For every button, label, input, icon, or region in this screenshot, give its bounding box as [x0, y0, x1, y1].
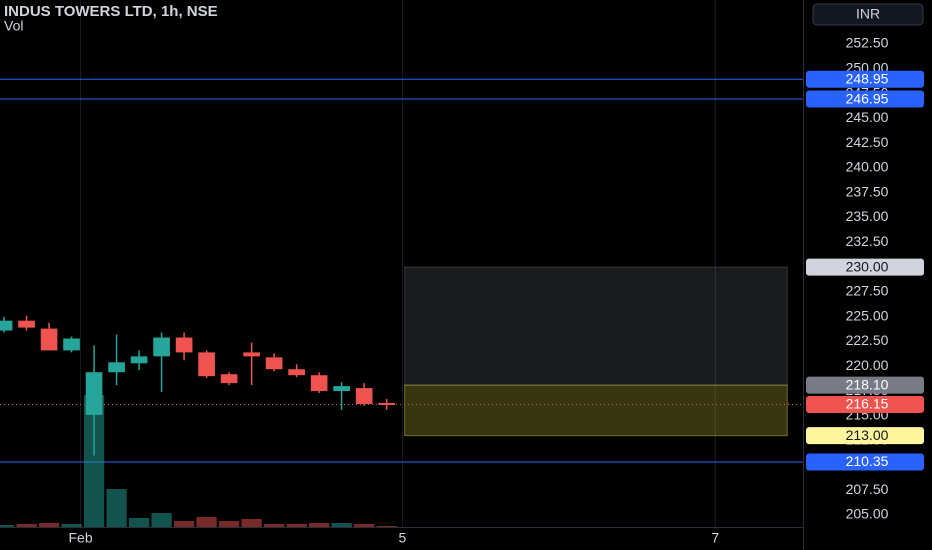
volume-bar — [106, 489, 127, 527]
volume-bar — [128, 518, 150, 527]
candle-body — [18, 320, 35, 328]
x-tick-label: Feb — [69, 530, 93, 546]
candle-body — [333, 386, 350, 392]
volume-bar — [151, 513, 172, 527]
price-tag-label: 218.10 — [846, 376, 889, 392]
candle-body — [0, 320, 13, 331]
volume-bar — [286, 524, 307, 527]
volume-bar — [376, 526, 397, 527]
y-tick-label: 235.00 — [846, 208, 889, 224]
candle-body — [378, 402, 395, 405]
x-tick-label: 7 — [711, 530, 719, 546]
volume-bar — [331, 523, 352, 527]
volume-bar — [218, 521, 240, 527]
volume-bar — [263, 524, 285, 527]
y-tick-label: 222.50 — [846, 332, 889, 348]
candle-body — [175, 337, 193, 353]
price-tag — [806, 90, 924, 108]
y-tick-label: 227.50 — [846, 283, 889, 299]
price-tag-label: 216.15 — [846, 396, 889, 412]
y-tick-label: 225.00 — [846, 307, 889, 323]
candle-body — [265, 357, 283, 370]
candle-body — [108, 362, 125, 373]
volume-bar — [38, 523, 60, 527]
target-zone — [404, 266, 788, 386]
candle-body — [153, 337, 170, 357]
candle-body — [288, 369, 305, 376]
volume-bar — [61, 524, 82, 527]
y-tick-label: 240.00 — [846, 159, 889, 175]
volume-bar — [173, 521, 195, 527]
price-tag-label: 210.35 — [846, 453, 889, 469]
price-tag — [806, 427, 924, 445]
price-tag — [806, 258, 924, 276]
candle-body — [355, 388, 373, 404]
candle-body — [220, 374, 238, 384]
price-tag — [806, 70, 924, 88]
chart-title: INDUS TOWERS LTD, 1h, NSE — [4, 3, 218, 20]
volume-label: Vol — [4, 18, 23, 34]
price-tag — [806, 453, 924, 471]
volume-bar — [309, 523, 330, 527]
price-tag — [806, 395, 924, 413]
plot — [0, 78, 803, 527]
y-tick-label: 232.50 — [846, 233, 889, 249]
currency-button[interactable] — [812, 3, 924, 26]
volume-bar — [16, 524, 37, 527]
candle-body — [40, 328, 58, 351]
volume-bar — [83, 395, 105, 527]
candle-body — [85, 372, 103, 415]
price-tag-label: 248.95 — [846, 70, 889, 86]
candle-body — [310, 375, 328, 392]
grid — [80, 0, 716, 527]
y-tick-label: 207.50 — [846, 481, 889, 497]
price-tag-label: 230.00 — [846, 258, 889, 274]
volume-bar — [354, 524, 375, 527]
candle-body — [63, 338, 80, 351]
y-tick-label: 220.00 — [846, 357, 889, 373]
y-tick-label: 245.00 — [846, 109, 889, 125]
volume-bar — [0, 525, 15, 527]
price-tags: 248.95 246.95 210.35 230.00 218.10 213.00 216.… — [806, 70, 924, 471]
x-tick-label: 5 — [399, 530, 407, 546]
y-tick-label: 205.00 — [846, 506, 889, 522]
price-tag — [806, 376, 924, 394]
price-tag-label: 246.95 — [846, 90, 889, 106]
y-tick-label: 252.50 — [846, 35, 889, 51]
volume-bar — [241, 519, 262, 527]
candle-body — [198, 352, 215, 377]
candle-body — [243, 352, 260, 357]
price-tag-label: 213.00 — [846, 427, 889, 443]
y-tick-label: 242.50 — [846, 134, 889, 150]
y-tick-label: 237.50 — [846, 183, 889, 199]
currency-label: INR — [856, 6, 880, 22]
volume-bar — [196, 517, 217, 527]
stop-zone — [404, 384, 788, 437]
candle-body — [130, 356, 148, 364]
